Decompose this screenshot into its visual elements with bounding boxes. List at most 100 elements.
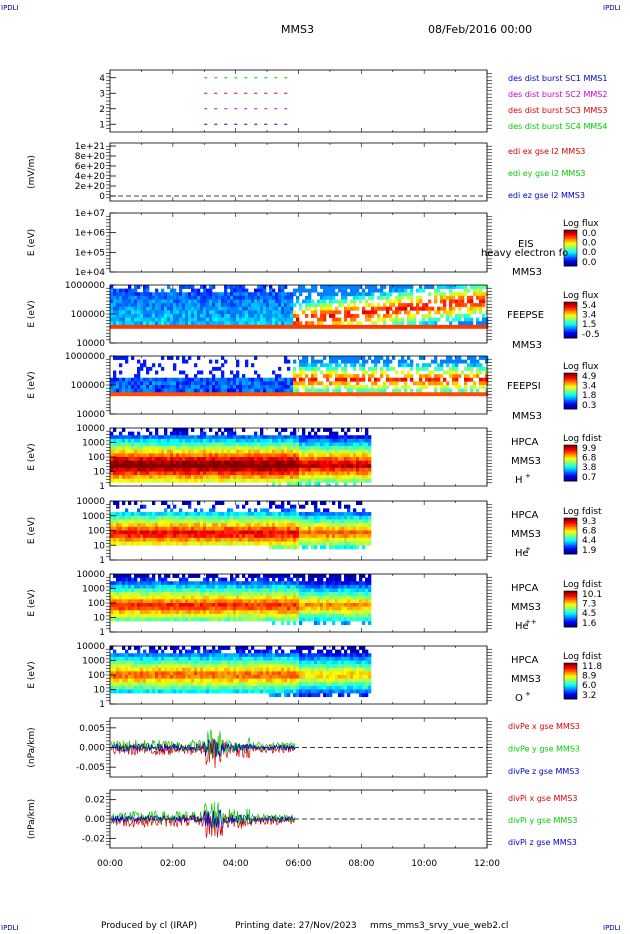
feepsi-cell <box>326 388 330 393</box>
hpca-he-cell <box>272 512 276 517</box>
hpca-he-cell <box>122 523 126 528</box>
feepsi-cell <box>338 377 342 382</box>
feepse-cell <box>470 317 474 322</box>
hpca-h-cell <box>191 435 195 440</box>
feepsi-cell <box>251 377 255 382</box>
hpca-h-cell <box>284 438 288 443</box>
hpca-h-cell <box>113 467 117 472</box>
hpca-h-cell <box>179 464 183 469</box>
hpca-he-cell <box>215 519 219 524</box>
feepse-cell <box>212 324 216 329</box>
feepse-cell <box>128 314 132 318</box>
feepsi-cell <box>335 377 339 382</box>
feepse-cell <box>113 288 117 293</box>
hpca-h-cell <box>131 471 135 476</box>
hpca-he-cell <box>251 523 255 528</box>
hpca-he-cell <box>263 508 267 513</box>
feepse-spectrogram <box>110 285 489 329</box>
hpca-h-cell <box>320 453 324 458</box>
hpca-he-cell <box>236 504 240 509</box>
feepse-cell <box>353 317 357 322</box>
feepsi-cell <box>356 381 360 386</box>
feepsi-cell <box>218 381 222 386</box>
hpca-h-cell <box>173 438 177 443</box>
hpca-h-cell <box>329 478 333 483</box>
hpca-h-cell <box>203 449 207 454</box>
eis-colorbar-cell <box>564 252 577 255</box>
hpca-h-cell <box>143 442 147 447</box>
hpca-h-cell <box>128 478 132 483</box>
feepse-cell <box>278 295 282 300</box>
feepsi-cell <box>137 374 141 379</box>
feepsi-cell <box>293 374 297 379</box>
feepsi-cell <box>224 388 228 393</box>
hpca-he-cell <box>164 515 168 520</box>
feepsi-cell <box>374 381 378 386</box>
hpca-hepp-cell <box>131 599 135 604</box>
hpca-he-cell <box>266 541 270 546</box>
feepsi-cell <box>314 392 318 397</box>
feepse-cell <box>455 299 459 304</box>
feepse-cell <box>122 288 126 293</box>
hpca-h-cell <box>209 460 213 465</box>
feepse-cell <box>116 317 120 322</box>
hpca-h-cell <box>317 428 321 432</box>
hpca-he-cell <box>275 537 279 542</box>
feepsi-cell <box>452 381 456 386</box>
hpca-h-cell <box>251 467 255 472</box>
feepse-cell <box>197 295 201 300</box>
hpca-h-cell <box>278 457 282 461</box>
feepse-cell <box>347 314 351 318</box>
hpca-he-cell <box>290 523 294 528</box>
hpca-h-cell <box>164 438 168 443</box>
hpca-he-colorbar-cell <box>564 549 577 552</box>
feepsi-cell <box>308 388 312 393</box>
hpca-h-cell <box>329 442 333 447</box>
feepse-cell <box>116 310 120 315</box>
hpca-h-cell <box>275 435 279 440</box>
feepsi-cell <box>422 356 426 360</box>
feepse-cell <box>323 303 327 308</box>
hpca-h-cell <box>311 449 315 454</box>
feepsi-cell <box>302 385 306 389</box>
hpca-he-cell <box>191 530 195 535</box>
feepse-cell <box>155 295 159 300</box>
hpca-he-cell <box>350 534 354 539</box>
feepsi-cell <box>392 366 396 371</box>
hpca-h-cell <box>302 464 306 469</box>
feepse-cell <box>311 321 315 326</box>
feepsi-cell <box>275 374 279 379</box>
feepsi-cell <box>416 363 420 368</box>
hpca-he-cell <box>161 519 165 524</box>
feepsi-cell <box>422 363 426 368</box>
feepse-cell <box>161 314 165 318</box>
feepse-cell <box>347 292 351 297</box>
hpca-he-cell <box>203 530 207 535</box>
hpca-h-cell <box>281 478 285 483</box>
hpca-h-cell <box>284 453 288 458</box>
hpca-he-cell <box>299 541 303 546</box>
hpca-he-cell <box>350 526 354 531</box>
feepse-cell <box>413 321 417 326</box>
feepsi-cell <box>476 392 480 397</box>
feepsi-cell <box>221 370 225 375</box>
hpca-h-cell <box>122 438 126 443</box>
hpca-hepp-cell <box>110 595 114 600</box>
feepsi-cell <box>236 374 240 379</box>
feepsi-cell <box>407 385 411 389</box>
hpca-h-cell <box>260 475 264 480</box>
hpca-hepp-cell <box>110 617 114 622</box>
feepse-cell <box>203 310 207 315</box>
hpca-he-cell <box>293 515 297 520</box>
hpca-hepp-cell <box>143 584 147 589</box>
feepse-cell <box>284 306 288 311</box>
feepse-cell <box>272 321 276 326</box>
hpca-h-cell <box>353 475 357 480</box>
hpca-h-cell <box>362 460 366 465</box>
feepse-cell <box>119 317 123 322</box>
feepse-cell <box>320 314 324 318</box>
hpca-h-cell <box>314 438 318 443</box>
feepsi-cell <box>116 381 120 386</box>
feepse-cell <box>182 306 186 311</box>
hpca-h-cell <box>113 442 117 447</box>
